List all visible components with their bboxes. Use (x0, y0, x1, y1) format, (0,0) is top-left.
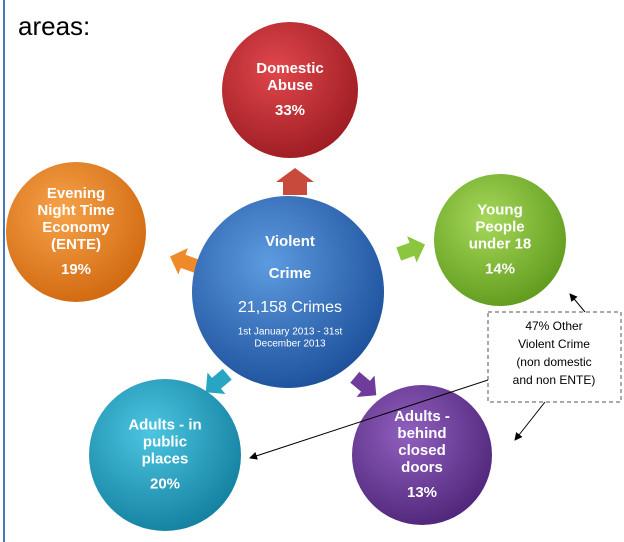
node-circle (352, 385, 492, 525)
node-label: Young (477, 201, 523, 218)
node-label: Adults - (394, 408, 450, 425)
arrow-up (276, 168, 314, 195)
node-label: Evening (47, 185, 105, 202)
connectors (169, 168, 426, 398)
callout-text: (non domestic (516, 355, 591, 369)
node-percent: 20% (150, 475, 180, 492)
callout-arrow (514, 401, 546, 441)
center-period: 1st January 2013 - 31st (238, 327, 343, 338)
node-label: under 18 (469, 235, 532, 252)
node-label: Domestic (256, 60, 324, 77)
center-title: Crime (269, 265, 312, 282)
node-label: Adults - in (128, 416, 201, 433)
node-label: People (475, 218, 524, 235)
arrow-right (396, 236, 426, 263)
node-percent: 14% (485, 260, 515, 277)
callout-box (487, 311, 622, 403)
node-percent: 19% (61, 261, 91, 278)
callout-arrow (569, 293, 586, 313)
callout-text: Violent Crime (518, 337, 590, 351)
center-period: December 2013 (254, 339, 326, 350)
node-circle (6, 162, 146, 302)
node-label: closed (398, 442, 446, 459)
node-label: Abuse (267, 77, 313, 94)
arrow-left (169, 248, 199, 275)
node-label: behind (397, 425, 446, 442)
node-label: places (142, 450, 189, 467)
center-circle (192, 196, 384, 388)
center-count: 21,158 Crimes (238, 299, 342, 316)
node-circle (222, 22, 358, 158)
node-percent: 33% (275, 102, 305, 119)
node-label: Night Time (37, 202, 114, 219)
node-label: doors (401, 459, 443, 476)
center-title: Violent (265, 233, 315, 250)
node-circle (434, 174, 566, 306)
node-label: public (143, 433, 187, 450)
node-label: (ENTE) (51, 236, 101, 253)
node-circle (89, 379, 241, 531)
arrow-bottom-right (350, 371, 377, 398)
callout-text: 47% Other (525, 319, 582, 333)
intro-text: areas: (18, 11, 90, 41)
callout-text: and non ENTE) (513, 373, 596, 387)
node-label: Economy (42, 219, 110, 236)
callout-arrow (249, 379, 489, 460)
arrow-bottom-left (205, 368, 232, 395)
node-percent: 13% (407, 484, 437, 501)
